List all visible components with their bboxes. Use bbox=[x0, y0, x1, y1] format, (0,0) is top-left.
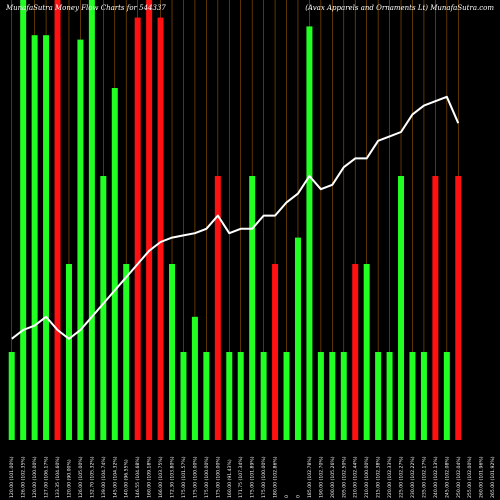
bar-down bbox=[214, 176, 221, 440]
bar-down bbox=[157, 17, 164, 440]
x-tick-label: 160.00 (109.18%) bbox=[147, 456, 153, 498]
x-tick-label: 172.30 (103.80%) bbox=[170, 456, 176, 498]
bar-up bbox=[420, 352, 427, 440]
x-tick-label: 139.00 (104.74%) bbox=[101, 456, 107, 498]
bar-up bbox=[180, 352, 187, 440]
bar-up bbox=[20, 0, 27, 440]
bar-up bbox=[8, 352, 15, 440]
x-tick-label: 215.00 (102.38%) bbox=[376, 456, 382, 498]
bar-up bbox=[191, 316, 198, 440]
x-tick-label: 0 bbox=[295, 495, 301, 498]
bar-down bbox=[54, 0, 61, 440]
x-tick-label: 200.00 (105.26%) bbox=[330, 456, 336, 498]
money-flow-bars bbox=[8, 0, 462, 441]
bar-up bbox=[363, 264, 370, 440]
x-tick-label: 120.00 (101.00%) bbox=[9, 456, 15, 498]
x-tick-label: 171.75 (107.34%) bbox=[238, 456, 244, 498]
x-tick-label: 210.00 (102.44%) bbox=[353, 456, 359, 498]
chart-title-right: (Avax Apparels and Ornaments Lt) MunafaS… bbox=[305, 4, 494, 12]
bar-up bbox=[386, 352, 393, 440]
x-tick-label: 185.00 (102.78%) bbox=[307, 456, 313, 498]
x-tick-label: 230.00 (102.22%) bbox=[410, 456, 416, 498]
x-tick-label: 260.00 (101.96%) bbox=[479, 456, 485, 498]
x-tick-label: 166.00 (103.75%) bbox=[158, 456, 164, 498]
bar-up bbox=[398, 176, 405, 440]
bar-up bbox=[237, 352, 244, 440]
bar-up bbox=[43, 35, 50, 440]
bar-up bbox=[100, 176, 107, 440]
x-tick-label: 140.00 (96.55%) bbox=[124, 459, 130, 498]
x-tick-label: 205.00 (102.50%) bbox=[341, 456, 347, 498]
x-tick-label: 175.00 (100.00%) bbox=[261, 456, 267, 498]
bar-up bbox=[306, 26, 313, 441]
bar-down bbox=[352, 264, 359, 440]
bar-up bbox=[409, 352, 416, 440]
chart-title-left: MunafaSutra Money Flow Charts for 544337 bbox=[5, 4, 166, 12]
x-tick-label: 175.00 (101.89%) bbox=[250, 456, 256, 498]
x-tick-label: 210.00 (100.00%) bbox=[364, 456, 370, 498]
bar-down bbox=[272, 264, 279, 440]
price-line bbox=[11, 95, 460, 340]
x-tick-label: 255.00 (102.00%) bbox=[467, 456, 473, 498]
bar-up bbox=[317, 352, 324, 440]
bar-up bbox=[31, 35, 38, 440]
price-line-layer bbox=[11, 95, 460, 340]
bar-up bbox=[123, 264, 130, 440]
x-tick-label: 146.55 (104.68%) bbox=[135, 456, 141, 498]
bar-up bbox=[340, 352, 347, 440]
bar-up bbox=[226, 352, 233, 440]
bar-up bbox=[77, 39, 84, 440]
x-tick-label: 126.00 (102.35%) bbox=[21, 456, 27, 498]
x-tick-label: 175.00 (100.00%) bbox=[192, 456, 198, 498]
x-tick-label: 245.00 (102.08%) bbox=[444, 456, 450, 498]
bar-up bbox=[260, 352, 267, 440]
x-tick-label: 120.00 (100.00%) bbox=[32, 456, 38, 498]
x-tick-label: 0 bbox=[284, 495, 290, 498]
bar-up bbox=[283, 352, 290, 440]
bar-down bbox=[455, 176, 462, 440]
x-tick-label: 132.70 (105.32%) bbox=[89, 456, 95, 498]
bar-up bbox=[329, 352, 336, 440]
bar-down bbox=[146, 0, 153, 440]
bar-up bbox=[294, 237, 301, 440]
x-tick-label: 225.00 (102.27%) bbox=[399, 456, 405, 498]
bar-up bbox=[88, 0, 95, 440]
x-tick-label: 220.00 (102.33%) bbox=[387, 456, 393, 498]
x-tick-label: 250.00 (102.04%) bbox=[456, 456, 462, 498]
x-tick-label: 133.35 (104.60%) bbox=[55, 456, 61, 498]
x-tick-label: 235.00 (102.17%) bbox=[421, 456, 427, 498]
x-tick-label: 120.00 (90.00%) bbox=[66, 459, 72, 498]
x-tick-label: 265.00 (101.92%) bbox=[490, 456, 496, 498]
x-tick-label: 127.00 (106.17%) bbox=[44, 456, 50, 498]
bar-up bbox=[203, 352, 210, 440]
x-tick-label: 126.00 (105.00%) bbox=[78, 456, 84, 498]
x-tick-label: 180.00 (102.86%) bbox=[273, 456, 279, 498]
x-tick-label: 175.00 (101.57%) bbox=[181, 456, 187, 498]
x-tick-label: 240.00 (102.13%) bbox=[433, 456, 439, 498]
bar-up bbox=[249, 176, 256, 440]
bar-up bbox=[111, 88, 118, 440]
bar-up bbox=[375, 352, 382, 440]
bar-up bbox=[443, 352, 450, 440]
x-tick-label: 160.00 (91.43%) bbox=[227, 459, 233, 498]
bar-up bbox=[169, 264, 176, 440]
bar-up bbox=[65, 264, 72, 440]
bar-down bbox=[134, 17, 141, 440]
x-tick-label: 175.00 (100.00%) bbox=[204, 456, 210, 498]
bar-down bbox=[432, 176, 439, 440]
x-tick-label: 175.00 (100.00%) bbox=[215, 456, 221, 498]
x-tick-label: 145.00 (104.32%) bbox=[112, 456, 118, 498]
x-tick-label: 190.00 (102.70%) bbox=[318, 456, 324, 498]
x-tick-labels: 120.00 (101.00%) 126.00 (102.35%) 120.00 (… bbox=[9, 456, 496, 498]
